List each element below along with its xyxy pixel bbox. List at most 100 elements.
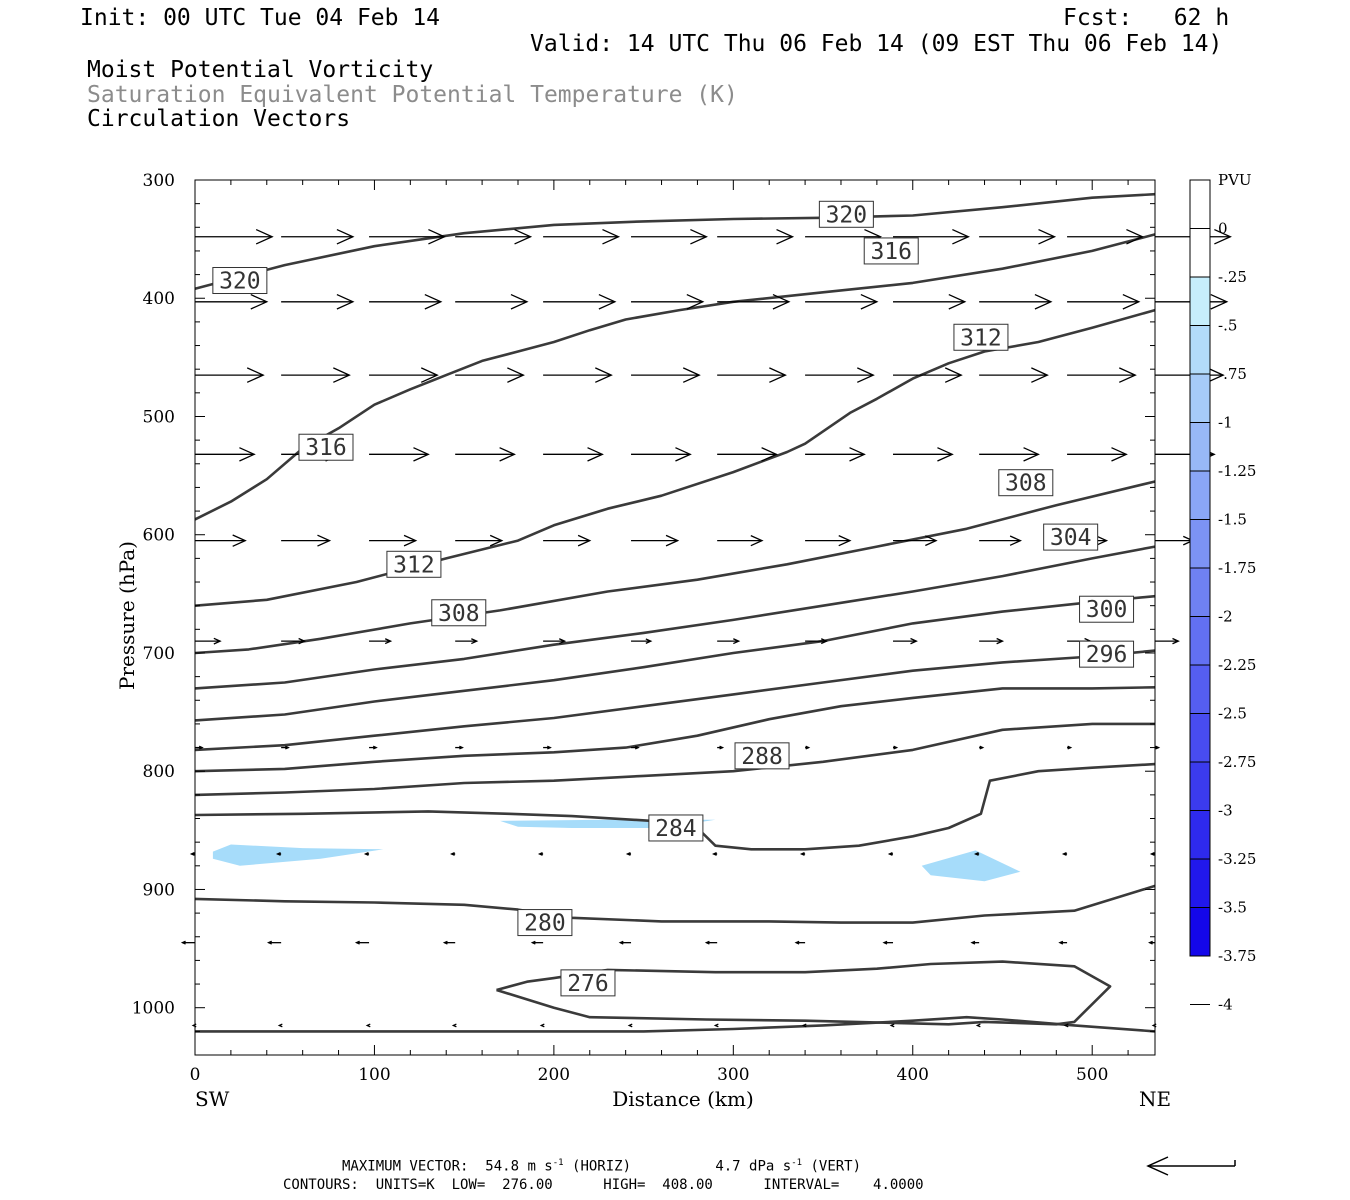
colorbar-label: -4 <box>1218 996 1233 1014</box>
y-tick-label: 900 <box>143 880 175 900</box>
vector-head <box>769 367 787 383</box>
theta-es-contour-12 <box>195 1015 1156 1033</box>
colorbar-label: -1.25 <box>1218 462 1256 480</box>
vector-head <box>285 745 290 750</box>
forecast-hour: Fcst: 62 h <box>1063 5 1230 31</box>
vector-head <box>275 852 281 856</box>
vector-head <box>450 852 455 856</box>
circulation-vector <box>195 367 265 383</box>
y-tick-label: 800 <box>143 762 175 782</box>
valid-time: Valid: 14 UTC Thu 06 Feb 14 (09 EST Thu … <box>530 31 1223 57</box>
contour-label-text: 276 <box>567 971 609 997</box>
vector-head <box>403 534 418 547</box>
circulation-vector <box>195 637 222 645</box>
max-vector-footer: MAXIMUM VECTOR: 54.8 m s-1 (HORIZ) 4.7 d… <box>342 1159 861 1174</box>
contour-label-text: 304 <box>1050 525 1092 551</box>
vector-head <box>996 637 1005 645</box>
contour-label: 284 <box>648 814 704 842</box>
field-title-thetaes: Saturation Equivalent Potential Temperat… <box>87 82 738 108</box>
circulation-vector <box>281 367 351 383</box>
vector-head <box>857 367 875 383</box>
contour-label-box <box>648 814 704 842</box>
circulation-vector <box>1067 447 1128 462</box>
contour-label-text: 300 <box>1086 597 1128 623</box>
circulation-vector <box>195 534 247 547</box>
contour-label-text: 308 <box>1005 471 1047 497</box>
field-title-mpv: Moist Potential Vorticity <box>87 57 434 83</box>
colorbar-swatch <box>1190 325 1210 374</box>
colorbar-label: -3.5 <box>1218 899 1247 917</box>
horiz-tag: (HORIZ) <box>572 1158 632 1175</box>
vector-head <box>627 1023 633 1028</box>
colorbar-swatch <box>1190 810 1210 859</box>
circulation-vector <box>543 367 613 383</box>
vector-head <box>1148 940 1153 945</box>
colorbar-label: -3.75 <box>1218 947 1256 965</box>
colorbar-swatch <box>1190 665 1210 714</box>
contour-label-box <box>1043 523 1099 551</box>
contour-label-box <box>517 909 573 937</box>
contour-label-box <box>431 599 487 627</box>
vector-head <box>363 852 369 856</box>
vector-head <box>1172 637 1180 645</box>
vector-head <box>711 852 717 856</box>
circulation-vector <box>979 745 985 750</box>
y-axis-title: Pressure (hPa) <box>115 541 139 690</box>
vector-head <box>507 367 525 383</box>
contour-label: 296 <box>1079 640 1135 668</box>
colorbar-swatch <box>1190 616 1210 665</box>
vector-head <box>336 228 355 245</box>
vector-head <box>910 637 918 645</box>
vector-head <box>665 534 680 547</box>
contour-label-box <box>212 267 268 295</box>
contour-label-text: 320 <box>219 269 261 295</box>
x-tick-label: 0 <box>190 1065 201 1085</box>
y-tick-label: 600 <box>143 526 175 546</box>
colorbar-swatch <box>1190 471 1210 520</box>
vector-head <box>1061 852 1067 856</box>
circulation-vector <box>631 228 708 245</box>
vector-head <box>451 1023 457 1028</box>
vector-head <box>1111 447 1128 462</box>
vector-head <box>336 293 355 310</box>
vector-head <box>354 940 360 945</box>
vector-head <box>925 535 938 547</box>
circulation-vector <box>631 534 680 547</box>
circulation-vector <box>195 293 269 310</box>
x-tick-label: 400 <box>897 1065 929 1085</box>
circulation-vector <box>543 745 552 750</box>
theta-es-contour-10 <box>194 884 1156 924</box>
contour-label: 316 <box>298 433 354 461</box>
theta-es-contour-2 <box>194 308 1156 607</box>
contour-label-text: 312 <box>393 552 435 578</box>
colorbar-swatch <box>1190 180 1210 229</box>
horiz-exponent: -1 <box>552 1158 564 1168</box>
vector-head <box>246 367 265 383</box>
circulation-vector <box>631 638 653 644</box>
x-tick-label: 300 <box>717 1065 749 1085</box>
colorbar-swatch <box>1190 228 1210 277</box>
vector-head <box>558 638 567 645</box>
vector-head <box>893 745 899 750</box>
circulation-vector <box>631 367 701 383</box>
colorbar-label: -2 <box>1218 608 1233 626</box>
vector-head <box>975 1023 981 1028</box>
circulation-vector <box>717 228 795 245</box>
vector-head <box>761 447 778 462</box>
contour-label-box <box>386 550 442 578</box>
vector-head <box>682 367 701 383</box>
circulation-vector <box>805 293 879 310</box>
reference-arrow-head <box>1146 1156 1169 1176</box>
circulation-vector <box>717 745 725 750</box>
circulation-vector <box>973 852 980 856</box>
contour-label-box <box>953 323 1009 351</box>
circulation-vector <box>365 1023 371 1028</box>
circulation-vector <box>369 447 430 462</box>
vector-head <box>750 535 764 547</box>
vector-head <box>539 1023 545 1028</box>
circulation-vector <box>717 535 764 547</box>
pv-colorbar: PVU 0 -.25 -.5 -.75 -1 -1.25 -1.5 -1.75 -2 -2.25 -2… <box>1189 171 1256 1014</box>
vector-head <box>1031 367 1049 383</box>
circulation-vector <box>887 852 894 856</box>
